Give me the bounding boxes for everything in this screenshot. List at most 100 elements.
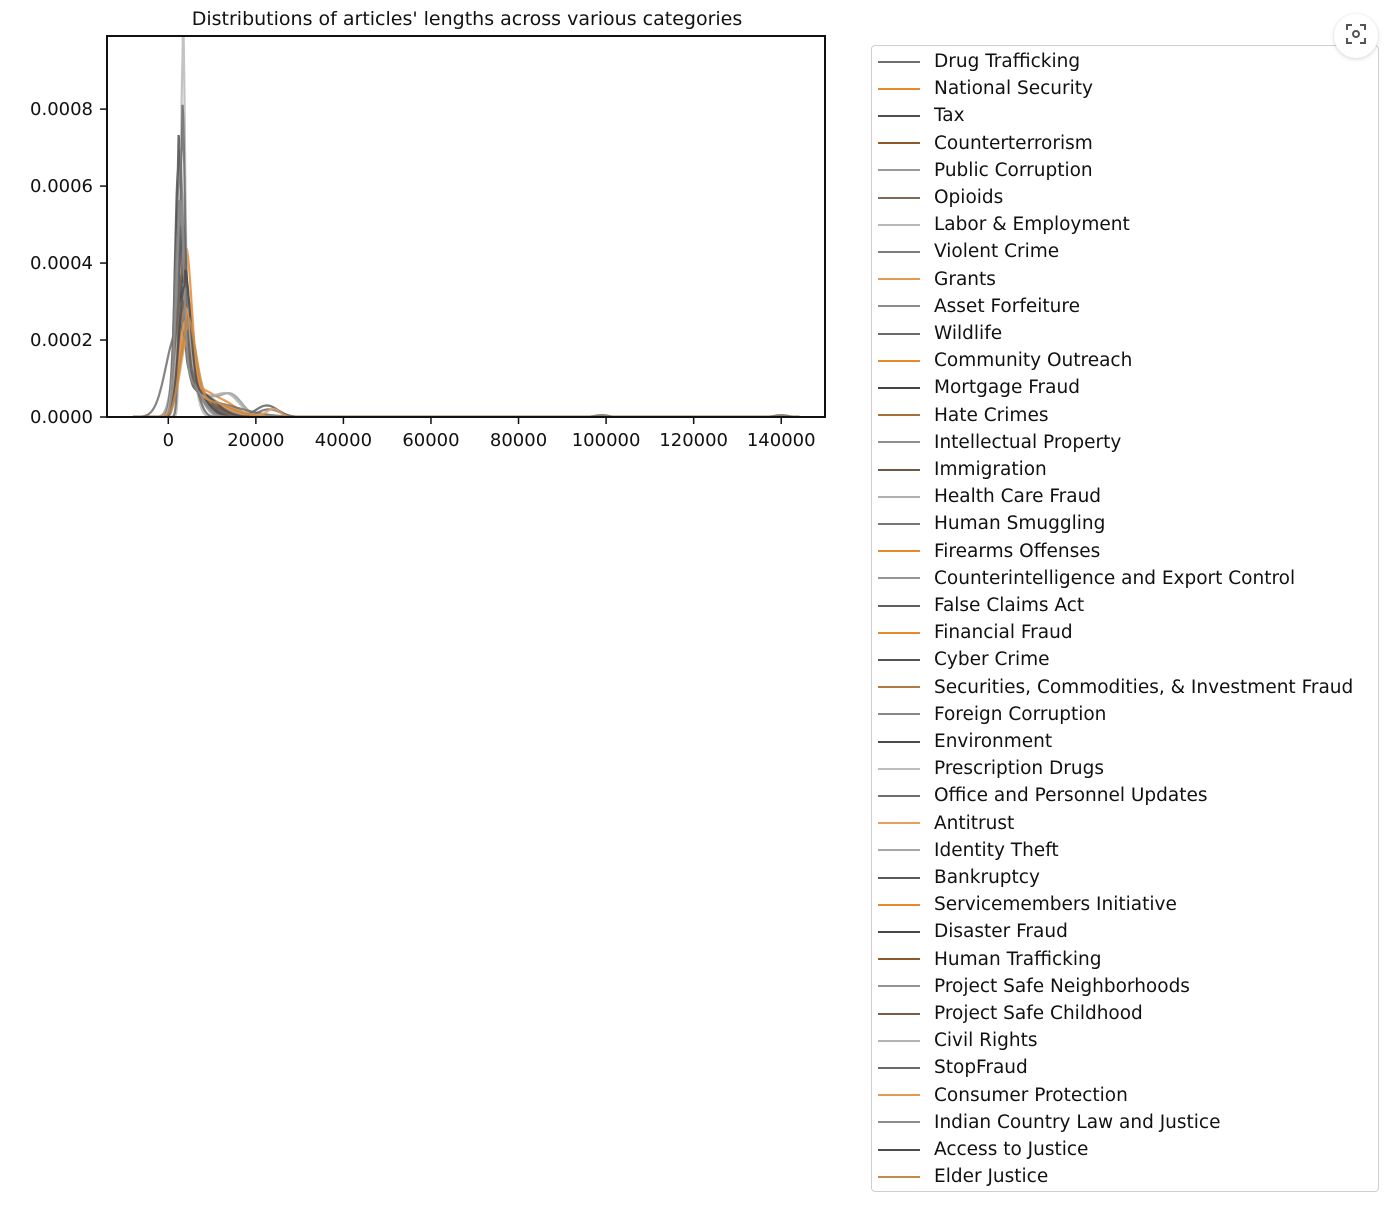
y-tick-label: 0.0008 <box>30 99 93 120</box>
legend-item: Public Corruption <box>878 157 1093 184</box>
legend-swatch <box>878 903 920 906</box>
legend-label: Bankruptcy <box>934 867 1040 888</box>
legend-item: Grants <box>878 266 996 293</box>
legend-label: Environment <box>934 731 1053 752</box>
legend-swatch <box>878 495 920 498</box>
legend-label: Elder Justice <box>934 1166 1049 1188</box>
series-line <box>133 104 800 417</box>
legend-item: Wildlife <box>878 320 1002 347</box>
legend-swatch <box>878 468 920 471</box>
legend-label: False Claims Act <box>934 595 1085 616</box>
x-tick-label: 40000 <box>315 430 372 451</box>
x-tick-label: 0 <box>163 430 174 451</box>
legend-label: Antitrust <box>934 812 1015 834</box>
legend-item: Securities, Commodities, & Investment Fr… <box>878 674 1353 701</box>
legend-label: Indian Country Law and Justice <box>934 1111 1221 1133</box>
legend-swatch <box>878 740 920 743</box>
legend-item: Access to Justice <box>878 1136 1088 1163</box>
legend-label: Financial Fraud <box>934 622 1073 644</box>
series-line <box>133 239 800 417</box>
legend-label: National Security <box>934 78 1093 100</box>
legend-swatch <box>878 250 920 253</box>
legend-label: Community Outreach <box>934 350 1133 372</box>
legend-item: Violent Crime <box>878 238 1059 265</box>
legend-label: Identity Theft <box>934 839 1059 861</box>
series-line <box>133 264 800 417</box>
series-line <box>133 221 800 417</box>
legend-swatch <box>878 550 920 553</box>
series-line <box>133 323 800 417</box>
legend-item: False Claims Act <box>878 592 1084 619</box>
legend-swatch <box>878 1094 920 1097</box>
legend-swatch <box>878 114 920 117</box>
y-tick-label: 0.0006 <box>30 176 93 197</box>
series-line <box>133 283 800 417</box>
legend-swatch <box>878 1066 920 1069</box>
legend-item: Hate Crimes <box>878 402 1048 429</box>
legend-label: Foreign Corruption <box>934 703 1107 725</box>
legend-item: Immigration <box>878 456 1047 483</box>
legend-swatch <box>878 196 920 199</box>
legend-label: Intellectual Property <box>934 431 1122 453</box>
legend-item: Office and Personnel Updates <box>878 782 1208 809</box>
legend-item: Labor & Employment <box>878 211 1130 238</box>
legend-label: Asset Forfeiture <box>934 295 1080 317</box>
legend-swatch <box>878 985 920 988</box>
legend-swatch <box>878 1121 920 1124</box>
legend-item: National Security <box>878 75 1093 102</box>
legend-swatch <box>878 1148 920 1151</box>
legend-label: Grants <box>934 268 996 290</box>
legend-item: Bankruptcy <box>878 864 1040 891</box>
legend-item: StopFraud <box>878 1054 1028 1081</box>
legend-swatch <box>878 713 920 716</box>
legend-swatch <box>878 223 920 226</box>
legend-item: Firearms Offenses <box>878 538 1100 565</box>
legend-item: Civil Rights <box>878 1027 1038 1054</box>
expand-button[interactable] <box>1334 14 1378 58</box>
legend-item: Community Outreach <box>878 347 1132 374</box>
legend-item: Asset Forfeiture <box>878 293 1080 320</box>
legend-item: Opioids <box>878 184 1003 211</box>
series-line <box>133 134 800 417</box>
legend-item: Counterterrorism <box>878 130 1093 157</box>
legend-item: Identity Theft <box>878 837 1059 864</box>
legend-label: Mortgage Fraud <box>934 377 1080 399</box>
legend-item: Mortgage Fraud <box>878 374 1080 401</box>
legend-swatch <box>878 60 920 63</box>
plot-frame <box>106 35 826 418</box>
legend-label: Counterintelligence and Export Control <box>934 567 1296 589</box>
legend-swatch <box>878 359 920 362</box>
legend-swatch <box>878 822 920 825</box>
legend-label: Office and Personnel Updates <box>934 785 1208 807</box>
legend-item: Disaster Fraud <box>878 918 1068 945</box>
series-lines <box>133 36 800 417</box>
series-line <box>133 36 800 417</box>
series-line <box>133 234 800 417</box>
series-line <box>133 243 800 417</box>
legend-swatch <box>878 332 920 335</box>
legend-swatch <box>878 1039 920 1042</box>
legend-swatch <box>878 87 920 90</box>
series-line <box>133 209 800 417</box>
legend-swatch <box>878 305 920 308</box>
legend-swatch <box>878 278 920 281</box>
legend-swatch <box>878 767 920 770</box>
series-line <box>133 208 800 417</box>
legend-swatch <box>878 631 920 634</box>
legend-item: Project Safe Childhood <box>878 1000 1143 1027</box>
legend-swatch <box>878 1012 920 1015</box>
legend-item: Human Smuggling <box>878 510 1105 537</box>
legend-label: Project Safe Childhood <box>934 1003 1143 1024</box>
series-line <box>133 149 800 417</box>
legend-swatch <box>878 958 920 961</box>
legend-label: Public Corruption <box>934 159 1093 181</box>
legend-item: Cyber Crime <box>878 646 1050 673</box>
legend-item: Servicemembers Initiative <box>878 891 1177 918</box>
legend-item: Drug Trafficking <box>878 48 1080 75</box>
legend-label: Disaster Fraud <box>934 921 1068 943</box>
series-line <box>133 315 800 417</box>
y-tick-label: 0.0004 <box>30 253 93 274</box>
x-tick-label: 80000 <box>490 430 547 451</box>
legend-swatch <box>878 658 920 661</box>
legend-item: Financial Fraud <box>878 619 1073 646</box>
